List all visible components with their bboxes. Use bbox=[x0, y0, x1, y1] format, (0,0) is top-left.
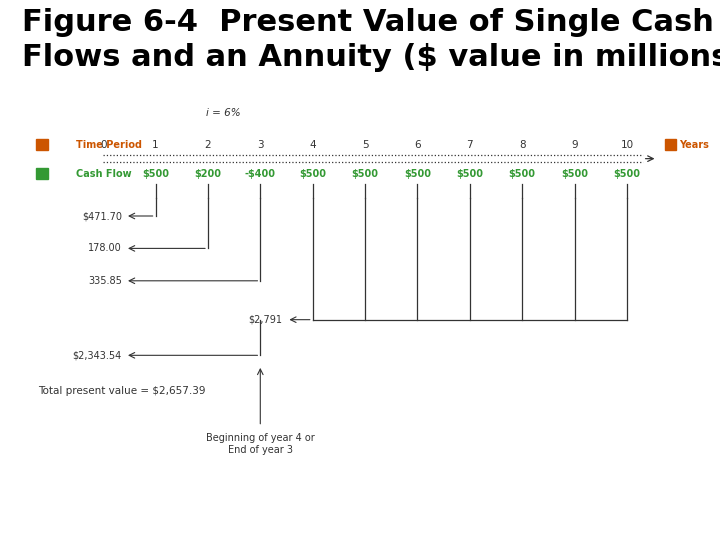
Text: Cash Flow: Cash Flow bbox=[76, 169, 132, 179]
Text: $500: $500 bbox=[509, 169, 536, 179]
Bar bbox=[36, 168, 48, 179]
Text: Beginning of year 4 or
End of year 3: Beginning of year 4 or End of year 3 bbox=[206, 433, 315, 455]
Text: 1: 1 bbox=[152, 140, 159, 150]
Text: 6-65: 6-65 bbox=[683, 516, 706, 525]
Text: 5: 5 bbox=[361, 140, 369, 150]
Text: Time Period: Time Period bbox=[76, 140, 142, 150]
Text: $500: $500 bbox=[351, 169, 379, 179]
Text: $2,343.54: $2,343.54 bbox=[73, 350, 122, 360]
Text: $500: $500 bbox=[300, 169, 326, 179]
Text: 10: 10 bbox=[621, 140, 634, 150]
Text: 335.85: 335.85 bbox=[88, 276, 122, 286]
Text: $2,791: $2,791 bbox=[248, 315, 282, 325]
Text: i = 6%: i = 6% bbox=[207, 107, 241, 118]
Text: 3: 3 bbox=[257, 140, 264, 150]
Text: $500: $500 bbox=[404, 169, 431, 179]
Text: 2: 2 bbox=[204, 140, 211, 150]
Text: 0: 0 bbox=[100, 140, 107, 150]
Text: $500: $500 bbox=[142, 169, 169, 179]
Bar bbox=[665, 139, 676, 150]
Text: 6: 6 bbox=[414, 140, 420, 150]
Text: 7: 7 bbox=[467, 140, 473, 150]
Text: Copyright ©2014 Pearson Education, Inc. All rights reserved.: Copyright ©2014 Pearson Education, Inc. … bbox=[14, 516, 312, 525]
Text: Years: Years bbox=[680, 140, 709, 150]
Text: Figure 6-4  Present Value of Single Cash
Flows and an Annuity ($ value in millio: Figure 6-4 Present Value of Single Cash … bbox=[22, 8, 720, 71]
Text: $500: $500 bbox=[613, 169, 641, 179]
Bar bbox=[36, 139, 48, 150]
Text: -$400: -$400 bbox=[245, 169, 276, 179]
Text: 4: 4 bbox=[310, 140, 316, 150]
Text: Total present value = $2,657.39: Total present value = $2,657.39 bbox=[37, 386, 205, 396]
Text: 178.00: 178.00 bbox=[89, 244, 122, 253]
Text: $500: $500 bbox=[561, 169, 588, 179]
Text: 8: 8 bbox=[519, 140, 526, 150]
Text: $200: $200 bbox=[194, 169, 222, 179]
Text: $500: $500 bbox=[456, 169, 483, 179]
Text: $471.70: $471.70 bbox=[82, 211, 122, 221]
Text: 9: 9 bbox=[571, 140, 578, 150]
